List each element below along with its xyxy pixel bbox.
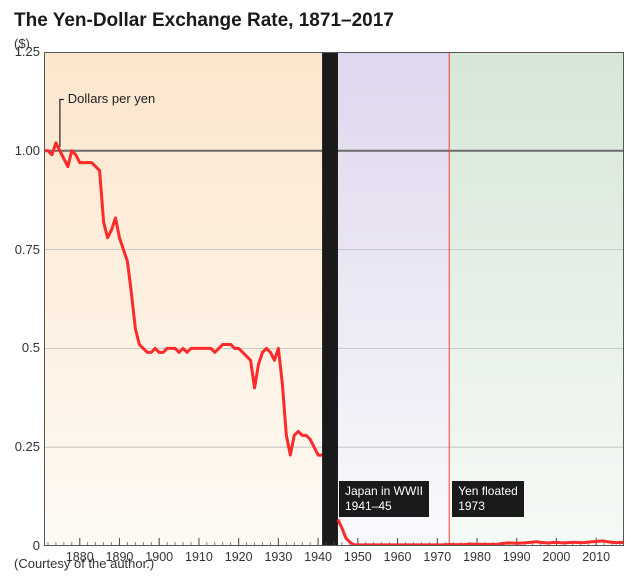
x-tick-label: 1950 — [344, 550, 372, 564]
y-tick-label: 1.25 — [4, 44, 40, 59]
float-callout: Yen floated 1973 — [452, 481, 524, 517]
series-label: Dollars per yen — [68, 91, 155, 106]
ww2-callout-line1: Japan in WWII — [345, 484, 423, 498]
x-tick-label: 2000 — [543, 550, 571, 564]
y-tick-label: 0.5 — [4, 340, 40, 355]
x-tick-label: 1970 — [423, 550, 451, 564]
float-callout-line2: 1973 — [458, 499, 485, 513]
chart-container: The Yen-Dollar Exchange Rate, 1871–2017 … — [0, 0, 640, 579]
x-tick-label: 1940 — [304, 550, 332, 564]
plot-area — [44, 52, 624, 546]
x-tick-label: 2010 — [582, 550, 610, 564]
y-tick-label: 0.25 — [4, 439, 40, 454]
x-tick-label: 1910 — [185, 550, 213, 564]
x-tick-label: 1990 — [503, 550, 531, 564]
float-callout-line1: Yen floated — [458, 484, 518, 498]
x-tick-label: 1960 — [384, 550, 412, 564]
x-tick-label: 1930 — [264, 550, 292, 564]
ww2-callout-line2: 1941–45 — [345, 499, 392, 513]
credit-text: (Courtesy of the author.) — [14, 556, 154, 571]
x-tick-label: 1980 — [463, 550, 491, 564]
chart-title: The Yen-Dollar Exchange Rate, 1871–2017 — [14, 10, 394, 32]
y-tick-label: 0.75 — [4, 242, 40, 257]
x-tick-label: 1920 — [225, 550, 253, 564]
y-tick-label: 0 — [4, 538, 40, 553]
y-tick-label: 1.00 — [4, 143, 40, 158]
ww2-callout: Japan in WWII 1941–45 — [339, 481, 429, 517]
